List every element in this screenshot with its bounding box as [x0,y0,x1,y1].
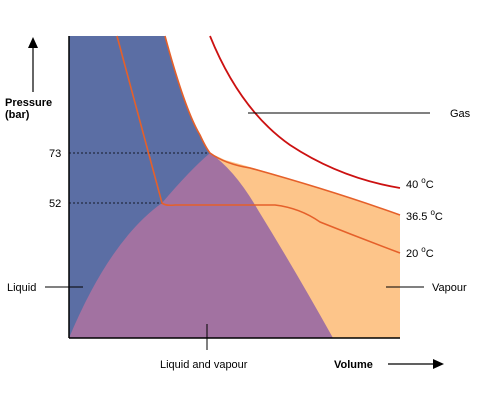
isotherm-20-label: 20 oC [406,245,434,260]
isotherm-20-value: 20 [406,248,421,260]
y-tick-73: 73 [49,148,61,160]
x-axis-title: Volume [334,359,373,371]
isotherm-40-value: 40 [406,179,421,191]
gas-label: Gas [450,108,471,120]
isotherm-36-5-label: 36.5 oC [406,208,443,223]
isotherm-40-degree: o [421,176,426,185]
y-tick-52: 52 [49,198,61,210]
liquid-region [69,36,210,338]
y-axis-title-line2: (bar) [5,109,30,121]
isotherm-40-label: 40 oC [406,176,434,191]
x-axis-arrow-head [433,359,444,369]
isotherm-20-unit: C [426,248,434,260]
isotherm-36-5-unit: C [435,211,443,223]
vapour-label: Vapour [432,282,467,294]
isotherm-20-degree: o [421,245,426,254]
isotherm-36-5-curve [164,35,401,216]
liquid-and-vapour-label: Liquid and vapour [160,359,248,371]
liquid-label: Liquid [7,282,36,294]
isotherm-40-unit: C [426,179,434,191]
isotherm-36-5-degree: o [430,208,435,217]
isotherm-20-curve [116,35,401,254]
y-axis-arrow-head [28,37,38,48]
y-axis-title-line1: Pressure [5,97,52,109]
isotherm-36-5-value: 36.5 [406,211,430,223]
isotherm-40-curve [209,35,401,189]
liquid-and-vapour-region [69,153,333,338]
